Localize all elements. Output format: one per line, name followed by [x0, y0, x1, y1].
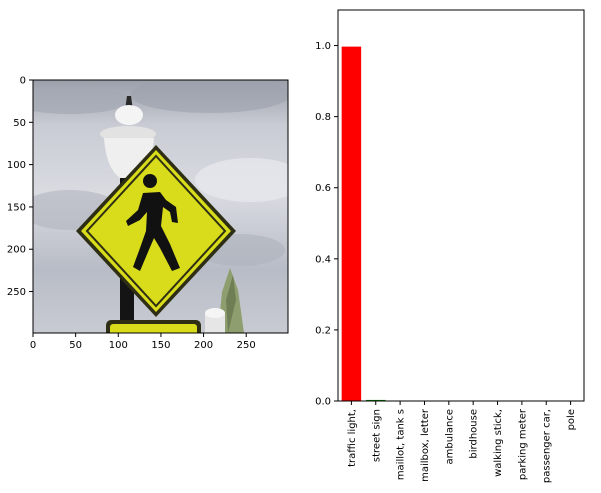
bar-category-label: parking meter — [517, 408, 528, 480]
bar-category-label: maillot, tank s — [396, 409, 407, 480]
bar-0 — [341, 46, 362, 401]
bar-1 — [366, 399, 386, 401]
image-x-tick-label: 200 — [194, 340, 213, 351]
bar-y-ticks: 0.0 0.2 0.4 0.6 0.8 1.0 — [315, 41, 338, 408]
image-axes: 0 50 100 150 200 250 0 50 100 150 200 250 — [7, 76, 289, 351]
bar-x-ticks: traffic light, street sign maillot, tank s… — [347, 401, 577, 483]
photo-crosswalk-sign — [33, 80, 288, 333]
bar-y-tick-label: 0.0 — [315, 397, 331, 408]
bar-category-label: mailbox, letter — [420, 408, 431, 482]
bar-category-label: traffic light, — [347, 409, 358, 467]
bar-y-tick-label: 0.2 — [315, 325, 331, 336]
image-x-tick-label: 150 — [151, 340, 170, 351]
image-y-tick-label: 100 — [7, 160, 26, 171]
image-x-tick-label: 100 — [109, 340, 128, 351]
image-y-tick-label: 0 — [20, 76, 26, 87]
bar-y-tick-label: 1.0 — [315, 41, 331, 52]
image-y-ticks: 0 50 100 150 200 250 — [7, 76, 33, 298]
image-x-tick-label: 250 — [237, 340, 256, 351]
image-y-tick-label: 150 — [7, 202, 26, 213]
image-y-tick-label: 250 — [7, 287, 26, 298]
image-x-tick-label: 0 — [30, 340, 36, 351]
bar-category-label: pole — [566, 409, 577, 430]
image-y-tick-label: 200 — [7, 245, 26, 256]
image-x-tick-label: 50 — [69, 340, 82, 351]
bar-category-label: walking stick, — [493, 409, 504, 477]
bar-category-label: birdhouse — [469, 409, 480, 459]
bar-y-tick-label: 0.6 — [315, 183, 331, 194]
bar-category-label: passenger car, — [542, 409, 553, 483]
image-x-ticks: 0 50 100 150 200 250 — [30, 333, 256, 351]
image-y-tick-label: 50 — [13, 118, 26, 129]
bar-y-tick-label: 0.8 — [315, 112, 331, 123]
bar-chart-axes: 0.0 0.2 0.4 0.6 0.8 1.0 traffic light, street … — [315, 9, 585, 483]
bar-category-label: street sign — [371, 409, 382, 462]
bar-category-label: ambulance — [444, 409, 455, 464]
bar-y-tick-label: 0.4 — [315, 254, 331, 265]
